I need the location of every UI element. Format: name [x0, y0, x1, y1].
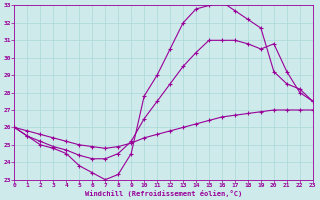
X-axis label: Windchill (Refroidissement éolien,°C): Windchill (Refroidissement éolien,°C) — [85, 190, 242, 197]
